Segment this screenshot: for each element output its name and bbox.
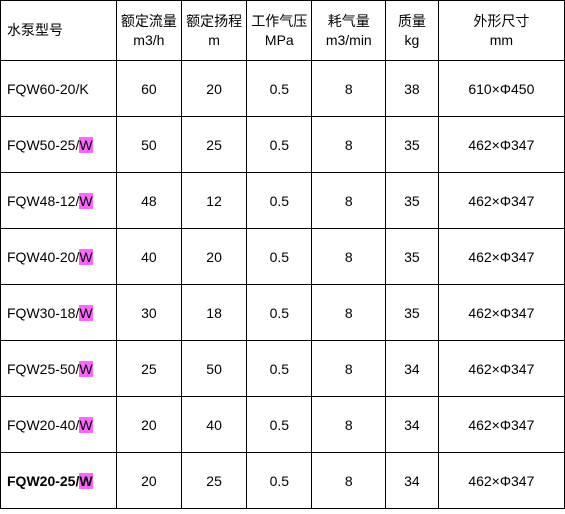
cell-model: FQW20-25/W — [1, 453, 117, 509]
cell-dim: 462×Φ347 — [438, 285, 564, 341]
table-row: FQW20-40/W20400.5834462×Φ347 — [1, 397, 565, 453]
cell-press: 0.5 — [247, 453, 312, 509]
model-prefix: FQW48-12/ — [7, 193, 79, 209]
cell-head: 50 — [181, 341, 246, 397]
cell-flow: 50 — [116, 117, 181, 173]
table-row: FQW48-12/W48120.5835462×Φ347 — [1, 173, 565, 229]
model-suffix: W — [79, 137, 92, 153]
cell-dim: 462×Φ347 — [438, 453, 564, 509]
cell-press: 0.5 — [247, 341, 312, 397]
cell-press: 0.5 — [247, 397, 312, 453]
cell-head: 12 — [181, 173, 246, 229]
cell-air: 8 — [312, 61, 386, 117]
table-row: FQW50-25/W50250.5835462×Φ347 — [1, 117, 565, 173]
model-prefix: FQW40-20/ — [7, 249, 79, 265]
model-prefix: FQW25-50/ — [7, 361, 79, 377]
cell-flow: 25 — [116, 341, 181, 397]
cell-mass: 38 — [386, 61, 439, 117]
table-row: FQW30-18/W30180.5835462×Φ347 — [1, 285, 565, 341]
cell-air: 8 — [312, 117, 386, 173]
cell-model: FQW40-20/W — [1, 229, 117, 285]
col-pressure: 工作气压 MPa — [247, 1, 312, 61]
model-prefix: FQW20-25/ — [7, 473, 79, 489]
cell-model: FQW30-18/W — [1, 285, 117, 341]
col-flow: 额定流量 m3/h — [116, 1, 181, 61]
table-row: FQW25-50/W25500.5834462×Φ347 — [1, 341, 565, 397]
cell-head: 25 — [181, 117, 246, 173]
model-prefix: FQW50-25/ — [7, 137, 79, 153]
col-head: 额定扬程 m — [181, 1, 246, 61]
cell-model: FQW48-12/W — [1, 173, 117, 229]
table-row: FQW60-20/K60200.5838610×Φ450 — [1, 61, 565, 117]
cell-flow: 40 — [116, 229, 181, 285]
cell-head: 20 — [181, 229, 246, 285]
col-air: 耗气量 m3/min — [312, 1, 386, 61]
cell-air: 8 — [312, 453, 386, 509]
col-mass: 质量 kg — [386, 1, 439, 61]
cell-head: 20 — [181, 61, 246, 117]
cell-air: 8 — [312, 341, 386, 397]
table-header-row: 水泵型号 额定流量 m3/h 额定扬程 m 工作气压 MPa 耗气量 m3/mi… — [1, 1, 565, 61]
model-suffix: W — [79, 305, 92, 321]
cell-dim: 462×Φ347 — [438, 341, 564, 397]
pump-spec-table: 水泵型号 额定流量 m3/h 额定扬程 m 工作气压 MPa 耗气量 m3/mi… — [0, 0, 565, 509]
cell-head: 25 — [181, 453, 246, 509]
cell-mass: 35 — [386, 229, 439, 285]
cell-press: 0.5 — [247, 117, 312, 173]
cell-air: 8 — [312, 397, 386, 453]
model-suffix: W — [79, 249, 92, 265]
cell-dim: 462×Φ347 — [438, 173, 564, 229]
cell-air: 8 — [312, 173, 386, 229]
table-row: FQW40-20/W40200.5835462×Φ347 — [1, 229, 565, 285]
cell-head: 40 — [181, 397, 246, 453]
cell-mass: 35 — [386, 285, 439, 341]
cell-model: FQW20-40/W — [1, 397, 117, 453]
cell-press: 0.5 — [247, 61, 312, 117]
cell-flow: 20 — [116, 397, 181, 453]
cell-press: 0.5 — [247, 229, 312, 285]
cell-air: 8 — [312, 285, 386, 341]
cell-dim: 462×Φ347 — [438, 117, 564, 173]
cell-flow: 48 — [116, 173, 181, 229]
cell-model: FQW25-50/W — [1, 341, 117, 397]
cell-flow: 30 — [116, 285, 181, 341]
cell-air: 8 — [312, 229, 386, 285]
cell-mass: 35 — [386, 117, 439, 173]
cell-flow: 60 — [116, 61, 181, 117]
cell-head: 18 — [181, 285, 246, 341]
col-model: 水泵型号 — [1, 1, 117, 61]
cell-mass: 35 — [386, 173, 439, 229]
cell-mass: 34 — [386, 341, 439, 397]
model-prefix: FQW60-20/ — [7, 81, 79, 97]
cell-dim: 462×Φ347 — [438, 229, 564, 285]
model-prefix: FQW30-18/ — [7, 305, 79, 321]
model-suffix: W — [79, 473, 92, 489]
model-prefix: FQW20-40/ — [7, 417, 79, 433]
col-dim: 外形尺寸 mm — [438, 1, 564, 61]
cell-press: 0.5 — [247, 285, 312, 341]
model-suffix: K — [79, 81, 88, 97]
model-suffix: W — [79, 193, 92, 209]
cell-dim: 610×Φ450 — [438, 61, 564, 117]
cell-model: FQW60-20/K — [1, 61, 117, 117]
model-suffix: W — [79, 417, 92, 433]
cell-press: 0.5 — [247, 173, 312, 229]
table-row: FQW20-25/W20250.5834462×Φ347 — [1, 453, 565, 509]
cell-mass: 34 — [386, 397, 439, 453]
model-suffix: W — [79, 361, 92, 377]
cell-dim: 462×Φ347 — [438, 397, 564, 453]
cell-mass: 34 — [386, 453, 439, 509]
cell-flow: 20 — [116, 453, 181, 509]
cell-model: FQW50-25/W — [1, 117, 117, 173]
